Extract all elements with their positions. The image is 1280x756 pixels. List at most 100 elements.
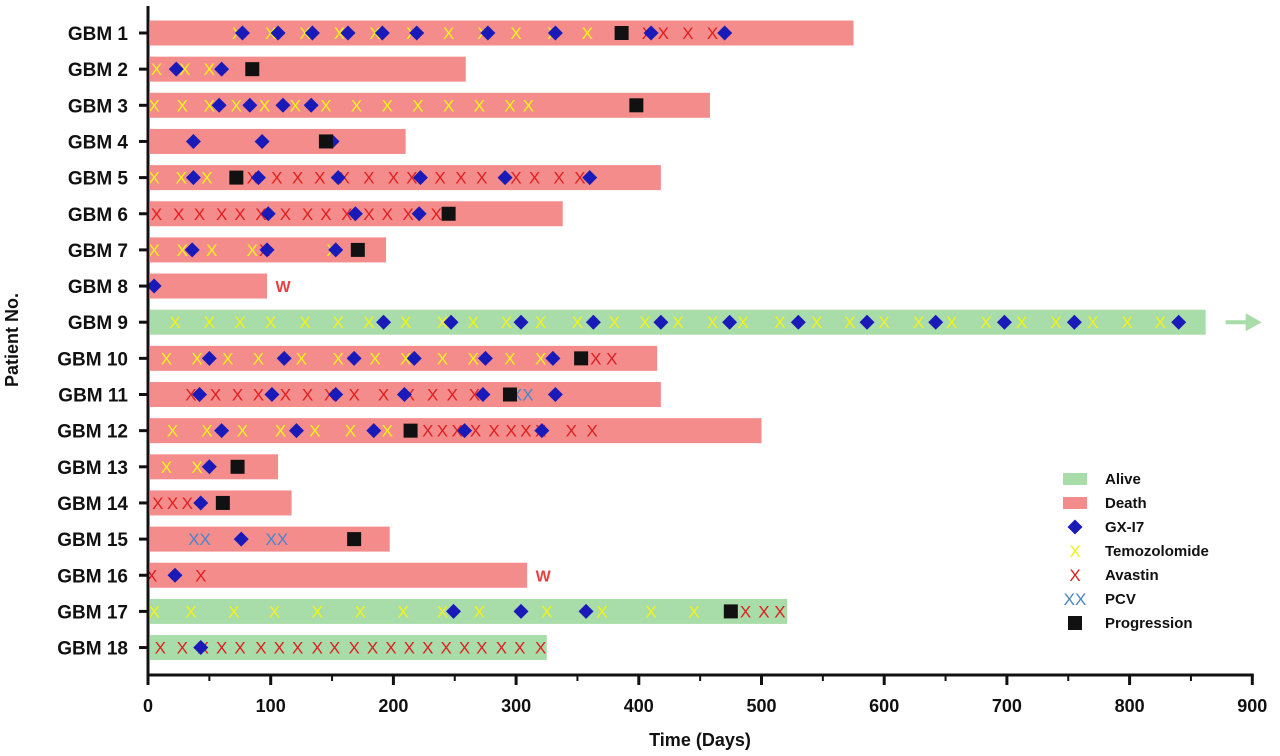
- patient-bar: [150, 273, 268, 299]
- gx-i7-mark: [790, 314, 806, 330]
- temozolomide-mark: X: [879, 313, 890, 332]
- temozolomide-mark: X: [737, 313, 748, 332]
- avastin-mark: X: [216, 639, 227, 658]
- patient-label: GBM 17: [57, 602, 128, 623]
- patient-bar: [150, 418, 762, 444]
- avastin-mark: X: [151, 205, 162, 224]
- temozolomide-mark: X: [290, 96, 301, 115]
- gx-i7-mark: [534, 423, 550, 439]
- avastin-mark: X: [194, 205, 205, 224]
- temozolomide-mark: X: [400, 349, 411, 368]
- temozolomide-mark: X: [265, 313, 276, 332]
- temozolomide-mark: X: [206, 241, 217, 260]
- temozolomide-mark: X: [309, 422, 320, 441]
- patient-label: GBM 11: [58, 386, 128, 407]
- temozolomide-mark: X: [234, 313, 245, 332]
- x-tick-label: 600: [869, 696, 899, 716]
- avastin-mark: X: [496, 639, 507, 658]
- temozolomide-mark: X: [169, 313, 180, 332]
- gx-i7-mark: [250, 170, 266, 186]
- avastin-mark: X: [280, 386, 291, 405]
- patient-label: GBM 15: [57, 530, 128, 551]
- bars-layer: [150, 20, 1262, 661]
- avastin-mark: X: [553, 169, 564, 188]
- avastin-mark: X: [520, 422, 531, 441]
- temozolomide-mark: X: [222, 349, 233, 368]
- temozolomide-mark: X: [523, 96, 534, 115]
- avastin-mark: X: [422, 422, 433, 441]
- avastin-mark: X: [302, 205, 313, 224]
- avastin-mark: X: [470, 422, 481, 441]
- temozolomide-mark: X: [151, 60, 162, 79]
- temozolomide-mark: X: [191, 458, 202, 477]
- gx-i7-mark: [446, 603, 462, 619]
- patient-bar: [150, 20, 854, 46]
- temozolomide-mark: X: [355, 602, 366, 621]
- avastin-mark: X: [302, 386, 313, 405]
- gx-i7-mark: [193, 495, 209, 511]
- progression-mark: [350, 242, 365, 257]
- gx-i7-mark: [513, 603, 529, 619]
- temozolomide-mark: X: [672, 313, 683, 332]
- avastin-mark: X: [774, 602, 785, 621]
- avastin-mark: X: [195, 566, 206, 585]
- temozolomide-mark: X: [179, 60, 190, 79]
- temozolomide-mark: X: [363, 313, 374, 332]
- gx-i7-mark: [412, 170, 428, 186]
- progression-mark: [502, 387, 517, 402]
- temozolomide-mark: X: [345, 422, 356, 441]
- avastin-mark: X: [385, 639, 396, 658]
- marks-layer: X X X X X X X X X XX X XX X X X X X X X X X X X X XX X X X X X X X X X X X X…: [146, 24, 1187, 658]
- temozolomide-mark: X: [707, 313, 718, 332]
- patient-label: GBM 4: [68, 132, 129, 153]
- temozolomide-mark: X: [504, 349, 515, 368]
- temozolomide-mark: X: [320, 96, 331, 115]
- patient-label: GBM 13: [57, 458, 128, 479]
- gx-i7-mark: [406, 350, 422, 366]
- patient-label: GBM 5: [68, 169, 129, 190]
- gx-i7-mark: [328, 387, 344, 402]
- x-tick-label: 500: [746, 696, 776, 716]
- gx-i7-mark: [214, 61, 230, 77]
- gx-i7-mark: [513, 314, 529, 330]
- temozolomide-mark: X: [333, 313, 344, 332]
- gx-i7-mark: [722, 314, 738, 330]
- gx-i7-mark: [254, 133, 270, 149]
- temozolomide-mark: X: [382, 422, 393, 441]
- temozolomide-mark: X: [369, 24, 380, 43]
- avastin-mark: X: [348, 639, 359, 658]
- gx-i7-mark: [233, 531, 249, 547]
- gx-i7-mark: [234, 25, 250, 41]
- temozolomide-mark: X: [299, 313, 310, 332]
- x-tick-labels: 0 100 200 300 400 500 600 700 800 900: [143, 696, 1267, 716]
- temozolomide-mark: X: [572, 313, 583, 332]
- legend: Alive Death GX-I7 X Temozolomide X Avastin XX PC…: [1063, 471, 1209, 632]
- temozolomide-mark: X: [501, 313, 512, 332]
- gx-i7-mark: [457, 423, 473, 439]
- avastin-mark: X: [707, 24, 718, 43]
- withdrawal-label: W: [536, 568, 552, 585]
- avastin-mark: X: [587, 422, 598, 441]
- gx-i7-mark: [578, 603, 594, 619]
- progression-mark: [614, 26, 629, 40]
- legend-swatch: XX: [1064, 590, 1087, 609]
- temozolomide-mark: X: [161, 349, 172, 368]
- avastin-mark: X: [476, 639, 487, 658]
- avastin-mark: X: [431, 205, 442, 224]
- patient-label: GBM 12: [57, 422, 128, 443]
- temozolomide-mark: X: [299, 24, 310, 43]
- avastin-mark: X: [488, 422, 499, 441]
- temozolomide-mark: X: [259, 96, 270, 115]
- legend-swatch: [1067, 519, 1083, 535]
- temozolomide-mark: X: [443, 24, 454, 43]
- temozolomide-mark: X: [333, 349, 344, 368]
- temozolomide-mark: X: [204, 96, 215, 115]
- temozolomide-mark: X: [201, 169, 212, 188]
- temozolomide-mark: X: [596, 602, 607, 621]
- temozolomide-mark: X: [582, 24, 593, 43]
- avastin-mark: X: [682, 24, 693, 43]
- avastin-mark: X: [440, 639, 451, 658]
- temozolomide-mark: X: [437, 313, 448, 332]
- avastin-mark: X: [740, 602, 751, 621]
- gx-i7-mark: [328, 242, 344, 258]
